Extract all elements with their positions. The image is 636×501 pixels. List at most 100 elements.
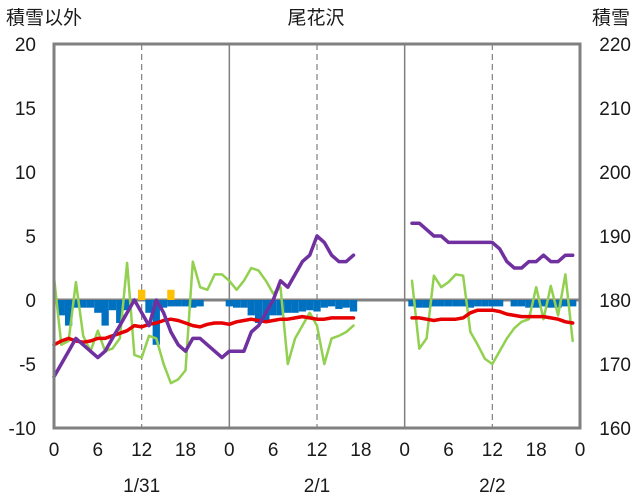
blue-bar	[517, 300, 526, 307]
blue-bar	[276, 300, 285, 316]
left-y-tick-label: 5	[25, 227, 36, 248]
x-tick-label: 6	[93, 440, 104, 461]
right-y-tick-label: 180	[599, 291, 631, 312]
left-y-tick-label: -10	[9, 419, 36, 440]
blue-bar	[495, 300, 504, 307]
blue-bar	[254, 300, 263, 324]
right-y-tick-label: 220	[599, 35, 631, 56]
blue-bar	[547, 300, 555, 308]
left-axis-title: 積雪以外	[6, 7, 82, 29]
blue-bar	[291, 300, 299, 313]
blue-bar	[532, 300, 540, 308]
blue-bar	[437, 300, 445, 307]
blue-bar	[159, 300, 168, 308]
x-tick-label: 0	[575, 440, 586, 461]
blue-bar	[481, 300, 489, 307]
right-y-tick-label: 160	[599, 419, 631, 440]
blue-bar	[189, 300, 197, 308]
blue-bar	[79, 300, 87, 308]
blue-bar	[408, 300, 416, 307]
blue-bar	[415, 300, 423, 308]
blue-bar	[306, 300, 314, 311]
blue-bar	[269, 300, 277, 316]
blue-bar	[247, 300, 255, 316]
blue-bar	[284, 300, 292, 313]
left-y-tick-label: -5	[19, 355, 36, 376]
blue-bar	[64, 300, 73, 326]
blue-bar	[320, 300, 328, 308]
blue-bar	[525, 300, 533, 308]
snow-depth-line	[410, 221, 575, 270]
blue-bar	[181, 300, 190, 307]
blue-bar	[167, 300, 175, 307]
blue-bar	[488, 300, 496, 307]
blue-bar	[313, 300, 321, 312]
blue-bar	[123, 300, 131, 311]
x-tick-label: 0	[224, 440, 235, 461]
blue-bar	[94, 300, 102, 313]
date-label: 2/2	[479, 476, 505, 497]
blue-bar	[422, 300, 431, 308]
blue-bar	[72, 300, 80, 308]
x-tick-label: 12	[482, 440, 503, 461]
blue-bar	[108, 300, 117, 311]
blue-bar	[569, 300, 577, 307]
blue-bar	[240, 300, 248, 308]
right-axis-title: 積雪	[592, 7, 630, 29]
yellow-bar	[138, 289, 146, 300]
green-series-line	[52, 260, 355, 385]
temperature-line	[52, 314, 356, 347]
blue-bar	[298, 300, 307, 312]
plot-frame	[52, 42, 582, 430]
right-y-tick-label: 170	[599, 355, 631, 376]
blue-bar	[57, 300, 65, 316]
snow-depth-line	[52, 234, 356, 379]
line-series	[52, 221, 575, 385]
blue-bar	[342, 300, 350, 308]
blue-bar	[174, 300, 182, 307]
x-tick-label: 6	[443, 440, 454, 461]
right-y-tick-label: 210	[599, 99, 631, 120]
blue-bar	[452, 300, 460, 307]
blue-bar	[561, 300, 570, 307]
x-tick-label: 0	[49, 440, 60, 461]
date-label: 1/31	[123, 476, 160, 497]
right-y-tick-label: 200	[599, 163, 631, 184]
blue-bar	[145, 300, 153, 313]
left-y-tick-label: 20	[15, 35, 36, 56]
blue-bar	[116, 300, 124, 324]
blue-bar	[335, 300, 343, 309]
left-y-tick-label: 15	[15, 99, 36, 120]
blue-bar	[510, 300, 518, 307]
blue-bar	[459, 300, 467, 307]
blue-bar	[554, 300, 562, 308]
chart-title: 尾花沢	[287, 7, 344, 29]
left-y-tick-label: 0	[25, 291, 36, 312]
blue-bar	[232, 300, 241, 308]
x-tick-label: 18	[526, 440, 547, 461]
blue-bar	[466, 300, 475, 308]
blue-bar	[196, 300, 204, 307]
blue-bar	[225, 300, 233, 307]
x-tick-label: 0	[399, 440, 410, 461]
x-tick-label: 18	[350, 440, 371, 461]
blue-bar	[349, 300, 358, 312]
yellow-bar	[167, 289, 175, 300]
blue-bar	[327, 300, 336, 307]
temperature-line	[410, 308, 575, 325]
blue-bar	[539, 300, 548, 307]
x-tick-label: 12	[306, 440, 327, 461]
date-label: 2/1	[304, 476, 330, 497]
right-y-tick-label: 190	[599, 227, 631, 248]
x-tick-label: 12	[131, 440, 152, 461]
blue-bar	[430, 300, 438, 307]
left-y-tick-label: 10	[15, 163, 36, 184]
blue-bar	[86, 300, 95, 308]
blue-bar	[474, 300, 482, 307]
x-tick-label: 6	[268, 440, 279, 461]
blue-bar	[444, 300, 453, 307]
green-series-line	[410, 273, 574, 366]
blue-bar	[101, 300, 109, 326]
